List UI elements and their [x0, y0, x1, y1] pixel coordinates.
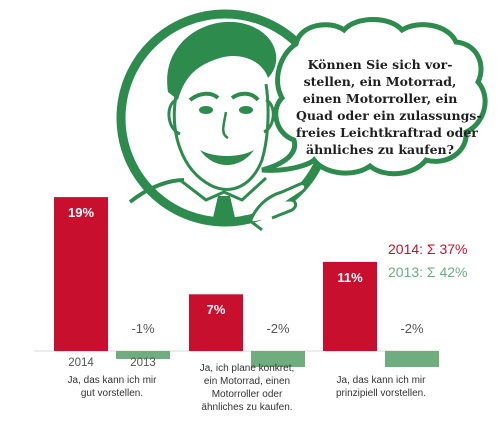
- hair-shape: [167, 21, 277, 100]
- eye-left: [199, 106, 213, 114]
- category-label-line: Ja, das kann ich mir: [67, 375, 157, 386]
- sleeve: [243, 214, 263, 232]
- ear-left: [167, 98, 181, 136]
- question-line: stellen, ein Motorrad,: [303, 74, 457, 89]
- bar-2014-3: [323, 261, 377, 351]
- year-label-2014: 2014: [68, 357, 94, 369]
- eye-right: [239, 106, 253, 114]
- question-line: Können Sie sich vor-: [307, 57, 453, 72]
- bar-2014-2: [189, 294, 243, 351]
- ear-right: [263, 98, 275, 134]
- category-label-line: Ja, ich plane konkret,: [199, 363, 295, 374]
- totals-legend: 2014: Σ 37% 2013: Σ 42%: [388, 238, 468, 284]
- shoulder-left: [128, 178, 185, 204]
- question-line: einen Motorroller, ein: [302, 91, 458, 106]
- bar-2013-2: [251, 351, 305, 367]
- category-label-line: gut vorstellen.: [80, 388, 144, 399]
- pointing-hand: [248, 182, 308, 223]
- question-line: Quad oder ein zulassungs-: [296, 108, 482, 123]
- eyebrow-right: [230, 91, 260, 102]
- total-2013: 2013: Σ 42%: [388, 264, 468, 280]
- bar-value-label: 19%: [67, 205, 95, 221]
- category-label-line: Ja, das kann ich mir: [336, 375, 426, 386]
- question-line: ähnliches zu kaufen?: [306, 142, 454, 157]
- question-text: Können Sie sich vor- stellen, ein Motorr…: [296, 56, 482, 158]
- tie: [212, 196, 236, 222]
- bar-2013-3: [385, 351, 439, 367]
- category-label: Ja, das kann ich mir gut vorstellen.: [47, 374, 177, 400]
- bar-value-label: 7%: [206, 302, 226, 318]
- category-label: Ja, das kann ich mir prinzipiell vorstell…: [316, 374, 446, 400]
- bubble-cloud: [261, 17, 488, 177]
- smile: [200, 150, 254, 165]
- bar-value-label: 11%: [337, 269, 363, 285]
- category-label-line: ähnliches zu kaufen.: [201, 402, 293, 413]
- bar-2013-1: [116, 351, 170, 359]
- category-label-line: ein Motorrad, einen: [203, 376, 291, 387]
- question-line: freies Leichtkraftrad oder: [296, 125, 478, 140]
- face-outline: [172, 83, 270, 191]
- category-label: Ja, ich plane konkret, ein Motorrad, eine…: [182, 362, 312, 414]
- category-label-line: Motorroller oder: [211, 389, 283, 400]
- collar: [179, 176, 268, 202]
- bar-value-label: -2%: [266, 321, 290, 336]
- category-label-line: prinzipiell vorstellen.: [335, 388, 427, 399]
- total-2014: 2014: Σ 37%: [388, 241, 468, 257]
- bar-2014-1: [54, 197, 108, 351]
- eyebrow-left: [188, 91, 220, 102]
- nose: [222, 111, 229, 140]
- bar-value-label: -2%: [400, 321, 424, 336]
- bars-group: [54, 197, 439, 367]
- speech-bubble: [261, 17, 488, 177]
- year-label-2013: 2013: [130, 357, 156, 369]
- bar-value-label: -1%: [131, 321, 155, 336]
